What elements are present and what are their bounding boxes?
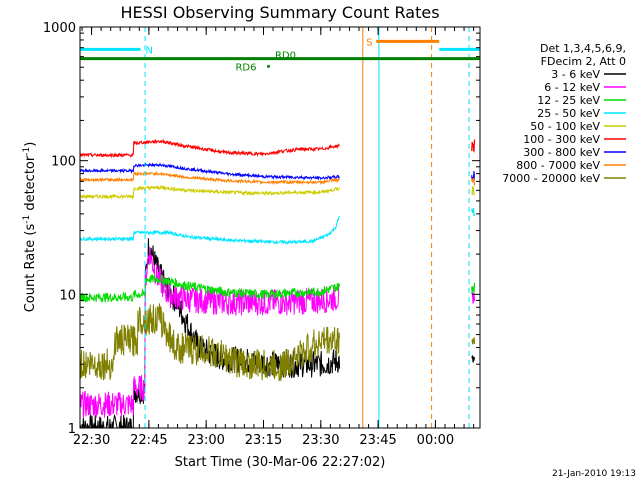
y-tick-label: 100: [51, 155, 76, 170]
series-fragment: [471, 176, 476, 186]
series-line: [79, 215, 340, 245]
x-tick-label: 22:30: [73, 433, 110, 448]
x-axis-label: Start Time (30-Mar-06 22:27:02): [175, 455, 386, 470]
series-fragment: [471, 186, 475, 196]
series-line: [79, 303, 341, 383]
legend-header: Det 1,3,4,5,6,9,: [540, 42, 626, 55]
x-tick-label: 23:45: [359, 433, 396, 448]
x-tick-label: 23:00: [187, 433, 224, 448]
legend-entry-label: 300 - 800 keV: [523, 146, 600, 159]
y-tick-label: 1000: [43, 21, 76, 36]
legend-entry-label: 100 - 300 keV: [523, 133, 600, 146]
legend-entry-label: 3 - 6 keV: [551, 68, 600, 81]
annotation-marker: [266, 64, 270, 68]
y-axis-label-superscript: -1: [22, 147, 32, 156]
flag-label: S: [366, 37, 372, 48]
series-line: [79, 162, 340, 181]
series-fragment: [471, 291, 476, 304]
series-line: [79, 273, 341, 304]
series-line: [79, 138, 340, 159]
annotation-label: RD6: [235, 62, 256, 73]
flag-label: RD0: [275, 51, 296, 62]
series-fragment: [471, 282, 476, 293]
series-fragment: [471, 355, 476, 363]
legend-entry-label: 6 - 12 keV: [544, 81, 600, 94]
plot-frame: [79, 26, 481, 429]
x-tick-label: 23:30: [302, 433, 339, 448]
legend-entry-label: 800 - 7000 keV: [516, 159, 600, 172]
legend-entry-label: 25 - 50 keV: [537, 107, 600, 120]
y-tick-label: 1: [68, 422, 76, 437]
footer-timestamp: 21-Jan-2010 19:13: [552, 469, 636, 479]
series-fragment: [471, 336, 476, 345]
x-tick-label: 23:15: [245, 433, 282, 448]
legend-entry-label: 7000 - 20000 keV: [502, 172, 600, 185]
series-fragment: [471, 139, 476, 153]
plot-area: N S RD0 RD6 22:30 22:45 23:00 23:15 23:30 23:45 00…: [43, 21, 481, 448]
y-axis-label-part: Count Rate (s: [23, 224, 38, 313]
x-tick-label: 22:45: [130, 433, 167, 448]
series-line: [79, 170, 340, 186]
chart-title: HESSI Observing Summary Count Rates: [120, 3, 439, 22]
series-fragment: [471, 208, 476, 216]
legend-entry-label: 12 - 25 keV: [537, 94, 600, 107]
legend: Det 1,3,4,5,6,9,FDecim 2, Att 03 - 6 keV…: [502, 42, 626, 185]
y-tick-label: 10: [59, 288, 76, 303]
legend-header: FDecim 2, Att 0: [541, 55, 626, 68]
y-axis-label: Count Rate (s-1 detector-1): [22, 142, 38, 313]
series-line: [80, 184, 341, 200]
y-axis-label-part: ): [23, 142, 38, 147]
y-axis-label-superscript: -1: [22, 215, 32, 224]
flag-label: N: [145, 45, 152, 56]
y-axis-label-part: detector: [23, 155, 38, 215]
x-tick-label: 00:00: [417, 433, 454, 448]
legend-entry-label: 50 - 100 keV: [530, 120, 600, 133]
